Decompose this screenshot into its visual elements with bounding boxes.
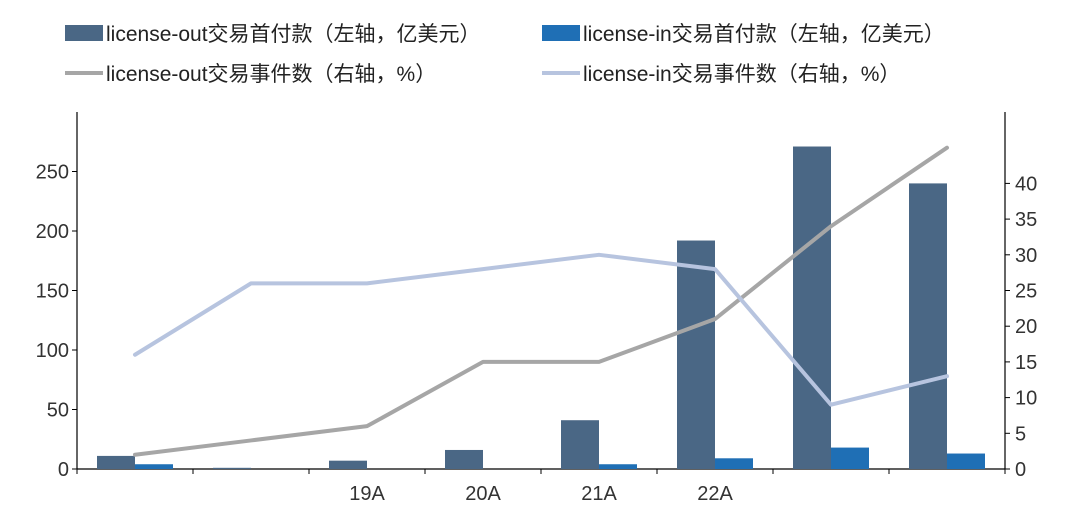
right-tick-label: 10 (1015, 388, 1037, 410)
legend-label: license-out交易首付款（左轴，亿美元） (106, 23, 481, 46)
legend-label: license-out交易事件数（右轴，%） (106, 63, 436, 86)
bar-license-in (599, 464, 637, 469)
bar-license-in (715, 458, 753, 469)
left-tick-label: 200 (36, 221, 69, 243)
line-license-in-events (133, 252, 949, 407)
legend-label: license-in交易事件数（右轴，%） (583, 63, 900, 86)
legend: license-out交易首付款（左轴，亿美元） license-in交易首付款（… (65, 23, 945, 86)
bar-license-out (445, 449, 483, 469)
bar-license-out (793, 146, 831, 469)
right-tick-label: 20 (1015, 316, 1037, 338)
bar-license-out (909, 183, 947, 469)
left-tick-label: 0 (58, 459, 69, 481)
right-tick-label: 25 (1015, 281, 1037, 303)
right-tick-label: 5 (1015, 423, 1026, 445)
bar-license-out (329, 460, 367, 469)
bar-license-out (561, 420, 599, 469)
bar-license-in (135, 464, 173, 469)
bar-license-in (831, 447, 869, 469)
left-tick-label: 150 (36, 281, 69, 303)
bar-license-out (677, 240, 715, 469)
legend-label: license-in交易首付款（左轴，亿美元） (583, 23, 945, 46)
left-tick-label: 250 (36, 162, 69, 184)
right-tick-label: 40 (1015, 173, 1037, 195)
plot-area: 0 50 100 150 200 250 0 5 10 15 20 25 30 35 40 19A 20A 21A… (36, 112, 1037, 505)
left-tick-label: 50 (47, 400, 69, 422)
bar-license-out (97, 455, 135, 469)
bar-license-in (947, 453, 985, 469)
x-tick-label: 21A (581, 483, 617, 505)
legend-swatch-bar (65, 25, 103, 41)
right-tick-label: 35 (1015, 209, 1037, 231)
x-tick-label: 20A (465, 483, 501, 505)
bar-license-out (213, 467, 251, 469)
x-tick-label: 22A (697, 483, 733, 505)
line-license-out-events (133, 145, 949, 457)
right-tick-label: 15 (1015, 352, 1037, 374)
x-tick-label: 19A (349, 483, 385, 505)
right-tick-label: 0 (1015, 459, 1026, 481)
left-tick-label: 100 (36, 340, 69, 362)
right-tick-label: 30 (1015, 245, 1037, 267)
legend-swatch-bar (542, 25, 580, 41)
